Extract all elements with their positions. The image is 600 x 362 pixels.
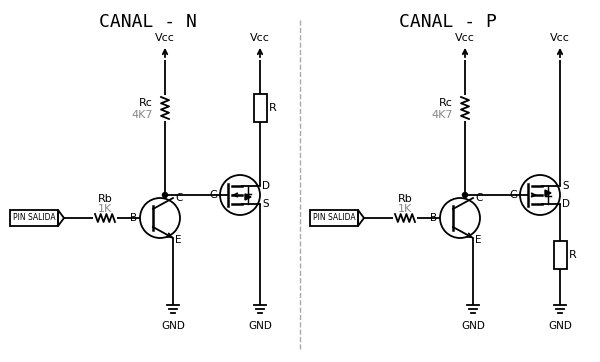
Text: G: G bbox=[209, 190, 217, 200]
Text: 1K: 1K bbox=[98, 204, 112, 214]
Text: E: E bbox=[475, 235, 482, 245]
Text: Rb: Rb bbox=[398, 194, 412, 204]
Text: B: B bbox=[430, 213, 437, 223]
Bar bbox=[554, 241, 566, 269]
Text: Rc: Rc bbox=[139, 98, 153, 108]
Text: G: G bbox=[509, 190, 517, 200]
Bar bbox=[254, 94, 266, 122]
Text: Vcc: Vcc bbox=[455, 33, 475, 43]
Text: C: C bbox=[175, 193, 182, 203]
Circle shape bbox=[463, 193, 467, 198]
Text: R: R bbox=[569, 250, 577, 260]
Text: Rc: Rc bbox=[439, 98, 453, 108]
Text: 4K7: 4K7 bbox=[431, 110, 453, 120]
Text: S: S bbox=[562, 181, 569, 191]
Text: E: E bbox=[175, 235, 182, 245]
Text: C: C bbox=[475, 193, 482, 203]
Text: GND: GND bbox=[461, 321, 485, 331]
Text: GND: GND bbox=[161, 321, 185, 331]
Text: 1K: 1K bbox=[398, 204, 412, 214]
Text: D: D bbox=[562, 199, 570, 209]
Text: D: D bbox=[262, 181, 270, 191]
Text: Vcc: Vcc bbox=[155, 33, 175, 43]
Text: GND: GND bbox=[548, 321, 572, 331]
Text: B: B bbox=[130, 213, 137, 223]
Text: 4K7: 4K7 bbox=[131, 110, 153, 120]
Text: PIN SALIDA: PIN SALIDA bbox=[313, 214, 355, 223]
Text: Vcc: Vcc bbox=[250, 33, 270, 43]
Bar bbox=[10, 210, 58, 226]
Polygon shape bbox=[245, 194, 251, 200]
Text: GND: GND bbox=[248, 321, 272, 331]
Text: CANAL - N: CANAL - N bbox=[99, 13, 197, 31]
Text: PIN SALIDA: PIN SALIDA bbox=[13, 214, 55, 223]
Text: S: S bbox=[262, 199, 269, 209]
Text: R: R bbox=[269, 103, 277, 113]
Text: Rb: Rb bbox=[98, 194, 112, 204]
Bar bbox=[310, 210, 358, 226]
Text: Vcc: Vcc bbox=[550, 33, 570, 43]
Polygon shape bbox=[545, 190, 551, 196]
Circle shape bbox=[163, 193, 167, 198]
Text: CANAL - P: CANAL - P bbox=[399, 13, 497, 31]
